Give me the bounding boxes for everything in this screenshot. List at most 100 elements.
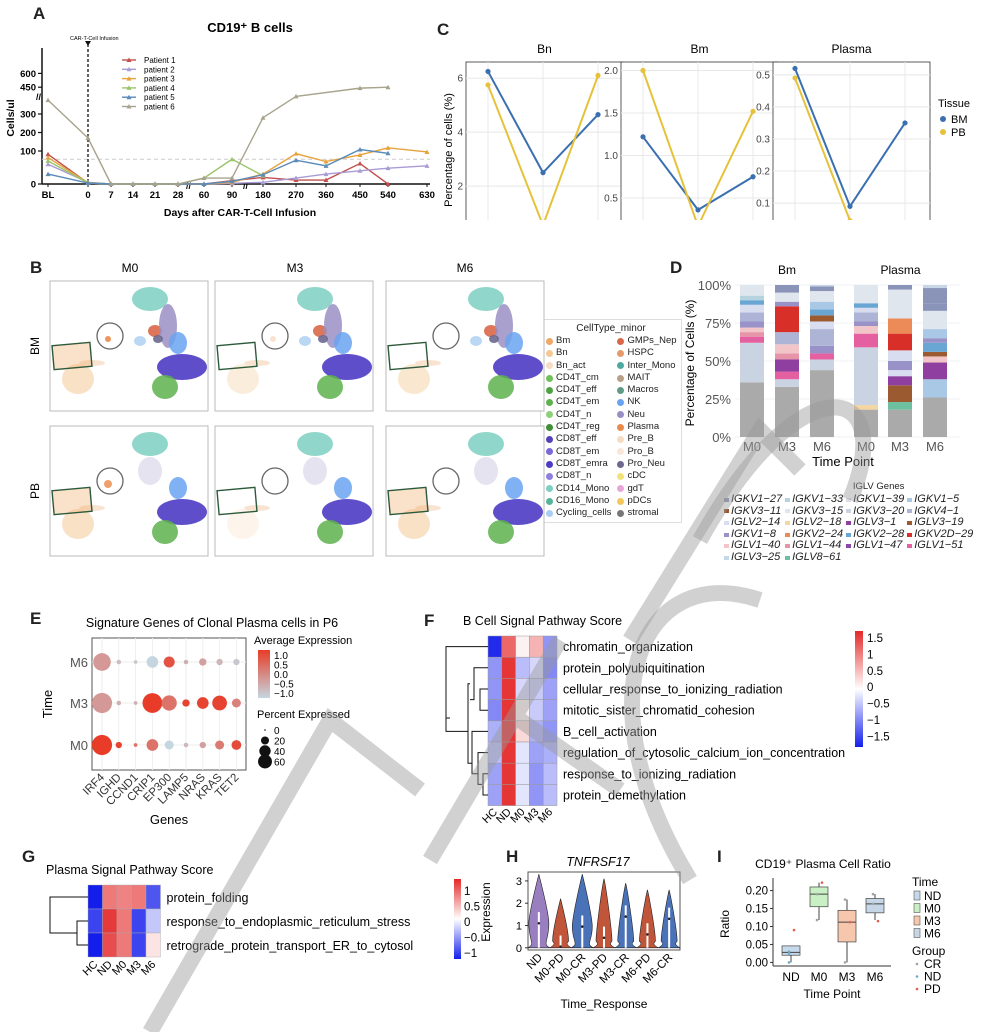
legend-swatch xyxy=(846,497,852,502)
chart-h: TNFRSF170123ExpressionNDM0-PDM0-CRM3-PDM… xyxy=(479,855,681,1011)
color-tick-label: 0 xyxy=(464,917,470,929)
data-point-cr xyxy=(815,918,819,922)
legend-swatch xyxy=(724,544,729,549)
row-label: chromatin_organization xyxy=(563,640,693,654)
legend-item-inter-mono: Inter_Mono xyxy=(617,360,676,372)
legend-swatch xyxy=(546,386,553,394)
bar-segment-igkv1-27 xyxy=(775,285,799,293)
legend-marker xyxy=(126,66,132,72)
x-tick-label: M3 xyxy=(778,439,796,454)
legend-label: gdT xyxy=(627,482,644,494)
legend-label: stromal xyxy=(627,507,659,519)
y-tick-label: 4 xyxy=(457,128,463,139)
data-point xyxy=(847,203,853,209)
bar-segment-igkv4-1 xyxy=(740,312,764,322)
x-tick-label: 450 xyxy=(352,190,368,201)
highlight-circle-plasma xyxy=(261,467,289,495)
bar-segment-igkv4-1 xyxy=(854,312,878,322)
legend-label: CD4T_n xyxy=(556,408,592,420)
dot-tet2-m0 xyxy=(231,740,242,750)
legend-swatch xyxy=(546,374,553,382)
data-point xyxy=(45,97,51,103)
cluster-cd4t xyxy=(152,375,178,399)
heat-cell-m0-0 xyxy=(515,635,530,658)
violin-median xyxy=(537,921,541,925)
legend-item-iglv1-51: IGLV1−51 xyxy=(907,540,973,552)
legend-swatch xyxy=(846,520,852,525)
bar-segment-iglv3-1 xyxy=(888,376,912,386)
y-tick-label: 3 xyxy=(516,876,522,888)
y-axis-label: Percentage of Cells (%) xyxy=(683,300,697,427)
y-axis-label: Expression xyxy=(479,882,493,941)
heat-cell-hc-1 xyxy=(87,908,103,934)
data-point xyxy=(323,163,329,168)
cluster-pro-neu xyxy=(318,335,328,343)
bar-segment-iglv1-51 xyxy=(740,336,764,343)
data-point-cr xyxy=(871,902,875,906)
legend-marker xyxy=(126,94,132,100)
highlight-rect-bm-cells xyxy=(387,341,429,371)
legend-label: CD4T_eff xyxy=(556,384,597,396)
panel-label-c: C xyxy=(437,20,450,39)
data-point xyxy=(323,171,329,177)
data-point-cr xyxy=(843,961,847,964)
data-point xyxy=(229,156,235,162)
data-point-cr xyxy=(815,892,819,896)
data-point-cr xyxy=(871,892,875,896)
dot-ighd-m0 xyxy=(115,741,122,749)
legend-item-nk: NK xyxy=(617,396,676,408)
x-tick-label: 60 xyxy=(199,190,210,201)
legend-label: pDCs xyxy=(627,494,652,506)
legend-swatch xyxy=(724,532,729,537)
cluster-nk xyxy=(505,332,523,354)
legend-item-igkv1-33: IGKV1−33 xyxy=(785,493,843,506)
data-point-pd xyxy=(820,881,824,884)
heat-cell-m6-2 xyxy=(542,678,558,700)
size-legend-title: Percent Expressed xyxy=(257,709,350,721)
cluster-pro-neu xyxy=(489,335,499,343)
color-tick-label: −1 xyxy=(867,715,880,727)
legend-label: CD8T_em xyxy=(556,445,600,457)
row-label: retrograde_protein_transport_ER_to_cytos… xyxy=(167,939,414,953)
bar-segment-iglv1-40 xyxy=(775,344,799,354)
heat-cell-m3-5 xyxy=(529,741,544,764)
y-tick-label: 75% xyxy=(705,316,731,331)
x-tick-label: BL xyxy=(42,190,55,201)
legend-label: Plasma xyxy=(627,421,660,433)
heat-cell-m0-0 xyxy=(116,884,132,910)
legend-label: Bn xyxy=(556,347,568,359)
heat-cell-hc-2 xyxy=(487,678,503,700)
x-tick-label: 21 xyxy=(150,190,161,201)
heat-cell-m3-2 xyxy=(529,678,544,700)
data-point xyxy=(260,115,266,120)
bar-segment-stromal xyxy=(888,409,912,437)
chart-title: Signature Genes of Clonal Plasma cells i… xyxy=(86,616,338,630)
legend-item-iglv2-14: IGLV2−14 xyxy=(724,517,782,529)
violin-median xyxy=(667,917,671,921)
legend-label: Patient 1 xyxy=(144,56,176,65)
row-label: B_cell_activation xyxy=(563,725,657,739)
cluster-cd14-mono xyxy=(468,287,504,311)
legend-swatch xyxy=(546,362,553,370)
heat-cell-hc-2 xyxy=(87,932,103,958)
dot-tet2-m3 xyxy=(231,698,241,708)
data-point-pd xyxy=(876,919,880,923)
legend-item-plasma: Plasma xyxy=(617,421,676,433)
highlight-circle-plasma xyxy=(432,467,460,495)
dot-nras-m6 xyxy=(199,658,207,666)
cluster-cycling xyxy=(134,336,146,346)
x-tick-label: 180 xyxy=(255,190,271,201)
series-line-pb xyxy=(794,77,854,220)
dendro-branch xyxy=(467,683,472,764)
bar-segment-igkv1-5 xyxy=(923,329,947,339)
legend-item-cdc: cDC xyxy=(617,470,676,482)
data-point xyxy=(260,179,266,185)
heat-cell-m0-1 xyxy=(116,908,132,934)
x-tick-label: M0 xyxy=(811,970,828,984)
data-point xyxy=(201,181,207,186)
y-tick-label: 0% xyxy=(712,430,731,445)
dot-ep300-m6 xyxy=(163,656,175,668)
data-point xyxy=(385,165,391,171)
violin-median xyxy=(646,933,649,936)
legend-item-iglv3-19: IGLV3−19 xyxy=(907,517,973,529)
